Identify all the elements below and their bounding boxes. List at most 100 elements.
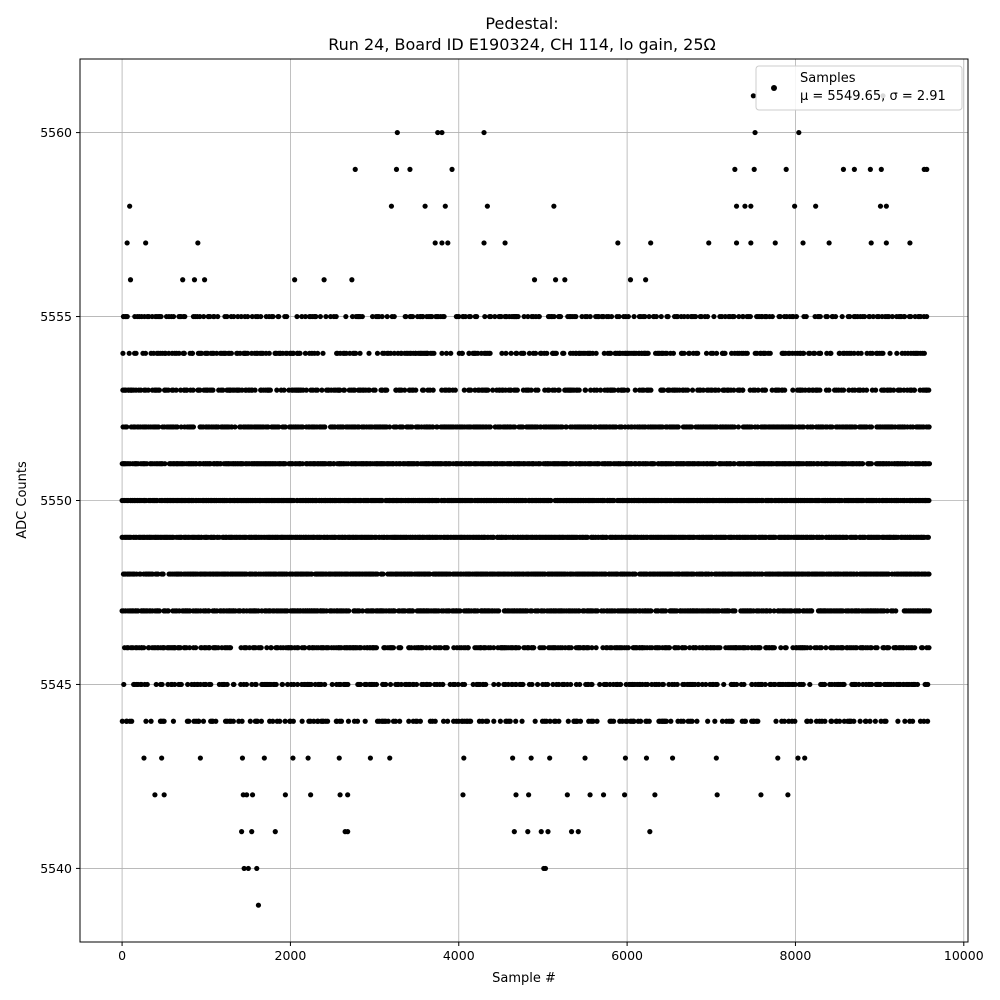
- data-point: [189, 350, 196, 356]
- data-point: [410, 313, 416, 320]
- data-point: [893, 608, 899, 614]
- data-point: [762, 387, 769, 393]
- data-point: [156, 387, 163, 393]
- data-point: [366, 387, 372, 393]
- data-point: [722, 350, 728, 356]
- data-point: [648, 608, 654, 614]
- data-point: [731, 424, 738, 430]
- data-point: [319, 387, 325, 393]
- data-point: [731, 313, 737, 320]
- data-point: [224, 313, 230, 320]
- data-point: [441, 313, 447, 320]
- data-point: [268, 645, 274, 651]
- data-point: [270, 313, 276, 320]
- data-point: [359, 313, 365, 320]
- data-point: [434, 424, 440, 430]
- data-point: [681, 350, 687, 356]
- data-point: [398, 645, 404, 651]
- data-point: [800, 424, 807, 430]
- data-point: [258, 645, 264, 651]
- data-point: [700, 387, 706, 393]
- data-point: [736, 313, 742, 320]
- data-point: [431, 350, 437, 356]
- data-point: [870, 313, 876, 320]
- data-point: [710, 350, 716, 356]
- data-point: [686, 350, 693, 356]
- data-point: [594, 387, 600, 393]
- data-point: [322, 424, 328, 430]
- data-point: [608, 350, 614, 356]
- data-point: [302, 313, 309, 320]
- data-point: [252, 387, 258, 393]
- data-point: [488, 313, 494, 320]
- data-point: [402, 387, 408, 393]
- data-point: [576, 387, 582, 393]
- data-point: [197, 313, 203, 320]
- data-point: [366, 350, 372, 356]
- data-point: [461, 387, 467, 393]
- data-point: [645, 350, 651, 356]
- data-point: [551, 313, 557, 320]
- data-point: [812, 350, 818, 356]
- data-point: [924, 313, 930, 320]
- data-point: [793, 313, 800, 320]
- data-point: [508, 350, 514, 356]
- data-point: [744, 350, 750, 356]
- data-point: [526, 350, 533, 356]
- data-point: [544, 350, 550, 356]
- data-point: [448, 350, 454, 356]
- data-point: [553, 350, 559, 356]
- data-point: [514, 387, 520, 393]
- data-point: [403, 313, 409, 320]
- data-point: [601, 350, 607, 356]
- data-point: [926, 461, 933, 467]
- data-point: [926, 571, 932, 577]
- data-point: [731, 461, 737, 467]
- data-point: [777, 313, 783, 320]
- data-point: [190, 424, 197, 430]
- data-point: [911, 387, 918, 393]
- data-point: [593, 350, 599, 356]
- data-point: [193, 645, 199, 651]
- data-point: [372, 387, 378, 393]
- data-point: [387, 424, 393, 430]
- data-point: [249, 313, 255, 320]
- data-point: [769, 313, 775, 320]
- data-point: [587, 387, 594, 393]
- data-point: [409, 424, 415, 430]
- data-point: [880, 350, 886, 356]
- data-point: [388, 350, 394, 356]
- data-point: [503, 350, 509, 356]
- data-point: [468, 387, 474, 393]
- data-point: [908, 313, 914, 320]
- data-point: [276, 313, 282, 320]
- data-point: [499, 350, 505, 356]
- data-point: [841, 387, 847, 393]
- data-point: [410, 608, 416, 614]
- data-points: [119, 93, 933, 908]
- data-point: [190, 387, 196, 393]
- data-point: [313, 313, 319, 320]
- data-point: [664, 350, 670, 356]
- data-point: [337, 387, 343, 393]
- data-point: [474, 313, 480, 320]
- data-point: [711, 313, 717, 320]
- data-point: [492, 313, 498, 320]
- data-point: [214, 350, 220, 356]
- data-point: [245, 350, 251, 356]
- data-point: [302, 350, 308, 356]
- data-point: [317, 313, 323, 320]
- data-point: [829, 424, 835, 430]
- data-point: [300, 424, 306, 430]
- data-point: [803, 313, 809, 320]
- chart-title-line1: Pedestal:: [485, 14, 558, 33]
- data-point: [625, 313, 631, 320]
- data-point: [420, 387, 427, 393]
- data-point: [284, 313, 290, 320]
- data-point: [648, 387, 654, 393]
- data-point: [353, 350, 359, 356]
- data-point: [666, 645, 673, 651]
- data-point: [282, 461, 288, 467]
- data-point: [245, 313, 251, 320]
- data-point: [809, 608, 815, 614]
